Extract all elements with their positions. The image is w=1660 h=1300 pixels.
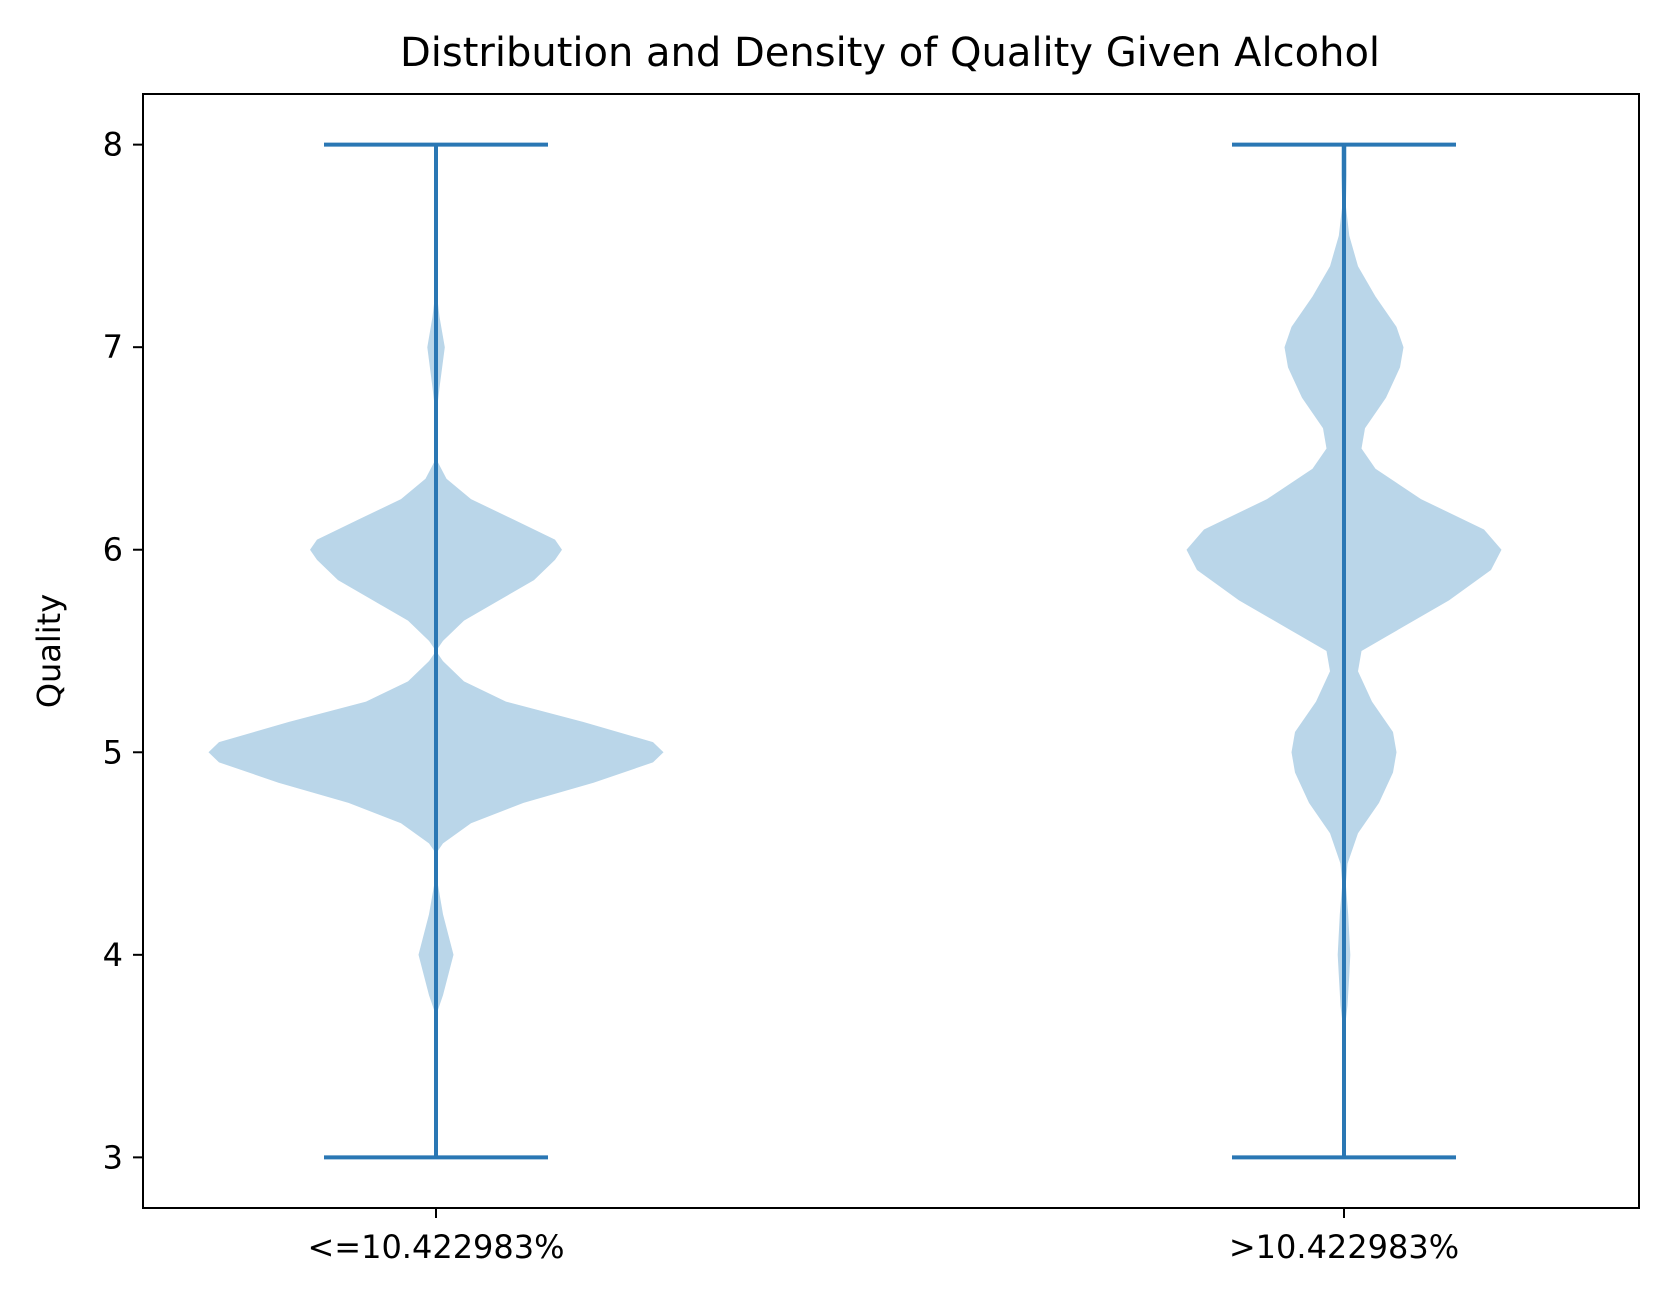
chart-title: Distribution and Density of Quality Give…: [400, 30, 1380, 76]
violin-1: [208, 142, 664, 1160]
violins: [208, 142, 1502, 1160]
x-tick-label: >10.422983%: [1229, 1228, 1459, 1266]
y-tick-label: 4: [103, 936, 123, 974]
y-tick-label: 5: [103, 733, 123, 771]
x-axis: <=10.422983% >10.422983%: [307, 1208, 1459, 1266]
y-tick-label: 6: [103, 531, 123, 569]
x-tick-label: <=10.422983%: [307, 1228, 564, 1266]
y-axis: 3 4 5 6 7 8: [103, 126, 143, 1176]
y-tick-label: 7: [103, 328, 123, 366]
y-tick-label: 3: [103, 1138, 123, 1176]
y-tick-label: 8: [103, 126, 123, 164]
violin-2: [1186, 142, 1502, 1160]
plot-frame: [142, 93, 1640, 1209]
y-axis-label: Quality: [30, 594, 68, 708]
